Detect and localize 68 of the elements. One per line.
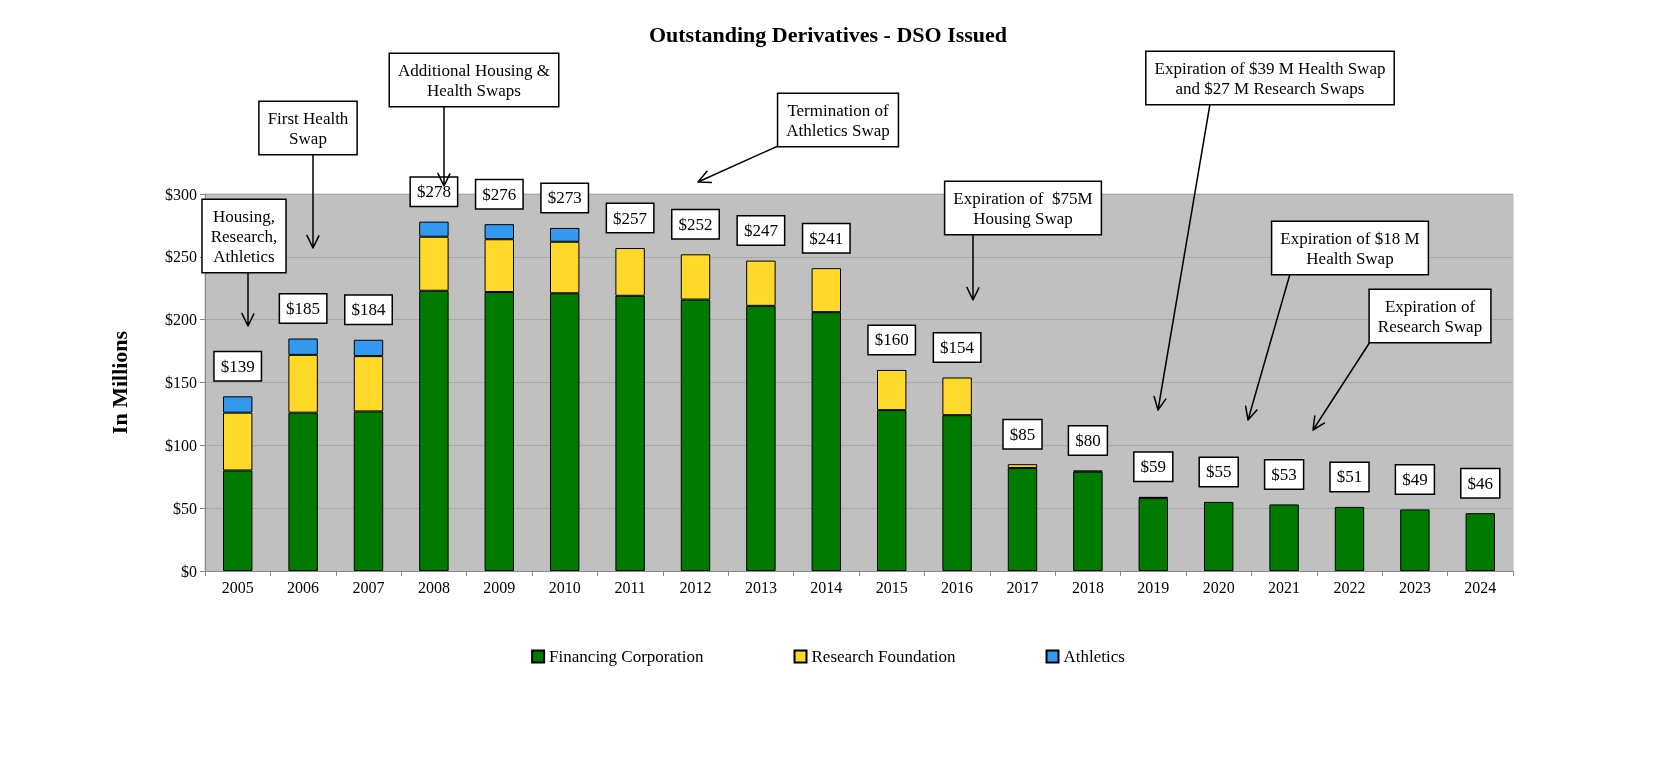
bar [1269, 504, 1299, 571]
legend-label: Athletics [1063, 647, 1125, 666]
total-label: $241 [809, 228, 844, 248]
total-label: $273 [547, 188, 582, 208]
x-tick-label: 2005 [221, 578, 254, 596]
x-tick-label: 2007 [352, 578, 385, 596]
text: First Health Swap [267, 108, 349, 148]
bar [1203, 501, 1234, 571]
x-tick-label: 2021 [1268, 578, 1301, 596]
annotation: Expiration of $75M Housing Swap [953, 188, 1093, 228]
total-label: $276 [482, 184, 517, 204]
x-tick-label: 2024 [1464, 578, 1497, 596]
bar [1334, 506, 1365, 571]
x-tick-label: 2015 [875, 578, 908, 596]
total-label: $46 [1467, 473, 1494, 493]
y-tick-label: $150 [165, 374, 197, 391]
total-label: $278 [416, 182, 451, 202]
annotation: Expiration of $18 M Health Swap [1280, 228, 1420, 268]
y-tick-label: $250 [165, 248, 197, 266]
text: Additional Housing & Health Swaps [397, 60, 551, 100]
legend-label: Financing Corporation [549, 647, 705, 666]
text: Termination of Athletics Swap [786, 100, 890, 140]
total-label: $160 [874, 330, 909, 350]
y-tick-label: $50 [173, 499, 197, 517]
total-label: $154 [940, 337, 975, 357]
x-tick-label: 2018 [1071, 578, 1104, 596]
x-tick-label: 2017 [1006, 578, 1039, 596]
x-tick-label: 2012 [679, 578, 712, 596]
annotation: Housing, Research, Athletics [210, 206, 278, 266]
total-label: $53 [1271, 464, 1297, 484]
x-tick-label: 2006 [287, 578, 320, 596]
total-label: $184 [351, 300, 386, 320]
x-tick-label: 2008 [417, 578, 450, 596]
x-tick-label: 2014 [810, 578, 843, 596]
total-label: $247 [743, 221, 779, 241]
total-label: $257 [613, 208, 648, 228]
total-label: $49 [1402, 469, 1428, 489]
x-tick-label: 2020 [1202, 578, 1235, 596]
x-tick-label: 2019 [1137, 578, 1170, 596]
total-label: $51 [1336, 467, 1363, 487]
x-tick-label: 2011 [614, 578, 646, 596]
x-tick-label: 2009 [483, 578, 516, 596]
total-label: $80 [1075, 430, 1101, 450]
total-label: $85 [1009, 424, 1036, 444]
bar [1138, 498, 1169, 571]
x-tick-label: 2016 [941, 578, 974, 596]
total-label: $185 [286, 299, 321, 319]
total-label: $139 [220, 356, 255, 376]
x-tick-label: 2022 [1333, 578, 1366, 596]
x-tick-label: 2023 [1398, 578, 1431, 596]
annotation: Expiration of Research Swap [1377, 296, 1483, 336]
legend-label: Research Foundation [811, 647, 957, 666]
total-label: $252 [678, 214, 713, 234]
total-label: $55 [1205, 462, 1232, 482]
total-label: $59 [1140, 457, 1167, 477]
y-axis-title: In Millions [106, 330, 132, 435]
bar [1400, 509, 1430, 571]
y-tick-label: $100 [165, 436, 197, 454]
bar [1465, 513, 1496, 571]
y-tick-label: $0 [181, 562, 197, 580]
bar [1007, 467, 1038, 571]
y-tick-label: $300 [165, 185, 197, 203]
x-tick-label: 2013 [744, 578, 777, 596]
x-tick-label: 2010 [548, 578, 581, 596]
bar [1073, 471, 1103, 571]
text: Expiration of $39 M Health Swap and $27 M Research Swaps [1154, 58, 1386, 98]
chart-title: Outstanding Derivatives - DSO Issued [648, 21, 1008, 47]
y-tick-label: $200 [165, 311, 197, 329]
